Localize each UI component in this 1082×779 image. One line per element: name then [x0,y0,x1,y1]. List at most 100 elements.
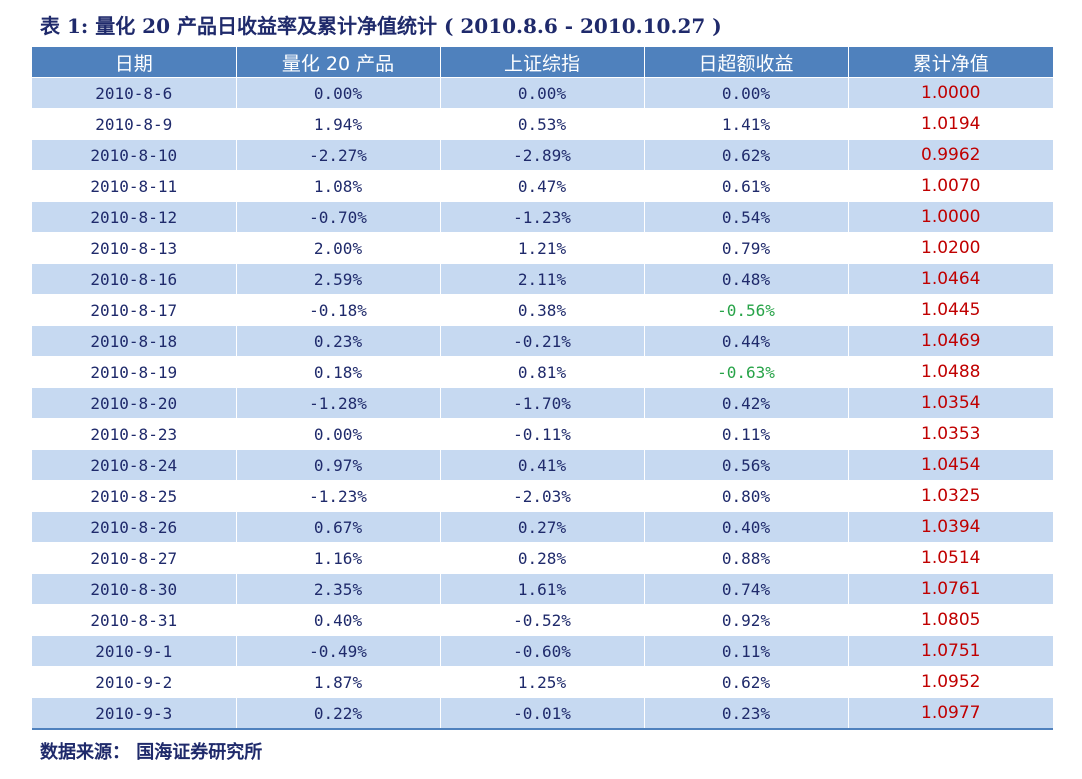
table-row: 2010-8-16 2.59% 2.11% 0.48% 1.0464 [32,263,1053,295]
cell-product-return: 2.59% [236,263,441,295]
cell-excess-return: 0.88% [644,542,849,574]
cell-product-return: 2.00% [236,232,441,264]
table-row: 2010-8-26 0.67% 0.27% 0.40% 1.0394 [32,511,1053,543]
cell-date: 2010-8-16 [32,263,237,295]
cell-product-return: 0.18% [236,356,441,388]
cell-index-return: -0.52% [440,604,645,636]
cell-product-return: -2.27% [236,139,441,171]
cell-product-return: -0.49% [236,635,441,667]
cell-product-return: 0.22% [236,697,441,729]
cell-excess-return: 0.44% [644,325,849,357]
cell-index-return: 0.00% [440,77,645,109]
cell-excess-return: 0.11% [644,635,849,667]
cell-date: 2010-9-2 [32,666,237,698]
cell-index-return: -0.21% [440,325,645,357]
cell-index-return: 1.25% [440,666,645,698]
cell-excess-return: 0.61% [644,170,849,202]
cell-index-return: 0.53% [440,108,645,140]
cell-product-return: 0.40% [236,604,441,636]
column-header-cumulative-nav: 累计净值 [848,47,1053,78]
cell-index-return: 1.21% [440,232,645,264]
cell-cumulative-nav: 1.0952 [848,666,1053,698]
cell-index-return: 0.81% [440,356,645,388]
cell-date: 2010-8-19 [32,356,237,388]
cell-product-return: 1.94% [236,108,441,140]
cell-cumulative-nav: 1.0325 [848,480,1053,512]
cell-date: 2010-8-11 [32,170,237,202]
table-row: 2010-8-10 -2.27% -2.89% 0.62% 0.9962 [32,139,1053,171]
cell-excess-return: -0.56% [644,294,849,326]
cell-excess-return: 0.92% [644,604,849,636]
cell-index-return: -1.23% [440,201,645,233]
cell-cumulative-nav: 1.0000 [848,77,1053,109]
cell-cumulative-nav: 1.0977 [848,697,1053,729]
table-row: 2010-8-19 0.18% 0.81% -0.63% 1.0488 [32,356,1053,388]
table-row: 2010-9-2 1.87% 1.25% 0.62% 1.0952 [32,666,1053,698]
cell-date: 2010-8-17 [32,294,237,326]
cell-date: 2010-8-20 [32,387,237,419]
cell-excess-return: 0.00% [644,77,849,109]
cell-date: 2010-8-27 [32,542,237,574]
table-row: 2010-8-27 1.16% 0.28% 0.88% 1.0514 [32,542,1053,574]
cell-cumulative-nav: 1.0454 [848,449,1053,481]
cell-product-return: 0.23% [236,325,441,357]
table-row: 2010-8-30 2.35% 1.61% 0.74% 1.0761 [32,573,1053,605]
cell-cumulative-nav: 1.0805 [848,604,1053,636]
cell-index-return: -0.11% [440,418,645,450]
cell-index-return: 2.11% [440,263,645,295]
cell-index-return: 0.27% [440,511,645,543]
cell-cumulative-nav: 1.0394 [848,511,1053,543]
table-row: 2010-8-18 0.23% -0.21% 0.44% 1.0469 [32,325,1053,357]
cell-cumulative-nav: 1.0464 [848,263,1053,295]
table-row: 2010-8-24 0.97% 0.41% 0.56% 1.0454 [32,449,1053,481]
cell-cumulative-nav: 1.0445 [848,294,1053,326]
data-source-note: 数据来源： 国海证券研究所 [40,742,263,763]
table-row: 2010-8-9 1.94% 0.53% 1.41% 1.0194 [32,108,1053,140]
table-row: 2010-8-23 0.00% -0.11% 0.11% 1.0353 [32,418,1053,450]
cell-index-return: 0.38% [440,294,645,326]
cell-date: 2010-8-30 [32,573,237,605]
column-header-excess-return: 日超额收益 [644,47,849,78]
cell-date: 2010-8-13 [32,232,237,264]
cell-product-return: 1.16% [236,542,441,574]
cell-index-return: -0.60% [440,635,645,667]
table-title: 表 1: 量化 20 产品日收益率及累计净值统计 ( 2010.8.6 - 20… [40,14,722,38]
column-header-index-return: 上证综指 [440,47,645,78]
cell-cumulative-nav: 1.0000 [848,201,1053,233]
table-row: 2010-8-25 -1.23% -2.03% 0.80% 1.0325 [32,480,1053,512]
cell-cumulative-nav: 1.0070 [848,170,1053,202]
returns-table-container: 日期 量化 20 产品 上证综指 日超额收益 累计净值 2010-8-6 0.00… [32,47,1053,730]
cell-excess-return: 0.80% [644,480,849,512]
cell-index-return: 0.28% [440,542,645,574]
cell-product-return: 1.87% [236,666,441,698]
cell-date: 2010-8-23 [32,418,237,450]
column-header-date: 日期 [32,47,237,78]
cell-product-return: 0.97% [236,449,441,481]
cell-cumulative-nav: 0.9962 [848,139,1053,171]
returns-table: 日期 量化 20 产品 上证综指 日超额收益 累计净值 2010-8-6 0.00… [32,47,1053,730]
cell-cumulative-nav: 1.0751 [848,635,1053,667]
cell-product-return: -1.28% [236,387,441,419]
table-row: 2010-8-11 1.08% 0.47% 0.61% 1.0070 [32,170,1053,202]
cell-cumulative-nav: 1.0469 [848,325,1053,357]
cell-excess-return: 0.74% [644,573,849,605]
cell-excess-return: 0.23% [644,697,849,729]
cell-date: 2010-9-3 [32,697,237,729]
table-row: 2010-8-13 2.00% 1.21% 0.79% 1.0200 [32,232,1053,264]
cell-excess-return: 0.40% [644,511,849,543]
table-row: 2010-8-6 0.00% 0.00% 0.00% 1.0000 [32,77,1053,109]
cell-date: 2010-8-25 [32,480,237,512]
cell-excess-return: 0.79% [644,232,849,264]
table-row: 2010-9-1 -0.49% -0.60% 0.11% 1.0751 [32,635,1053,667]
cell-excess-return: 0.11% [644,418,849,450]
cell-cumulative-nav: 1.0194 [848,108,1053,140]
cell-cumulative-nav: 1.0200 [848,232,1053,264]
cell-product-return: 0.00% [236,77,441,109]
cell-product-return: -0.70% [236,201,441,233]
cell-product-return: -0.18% [236,294,441,326]
cell-date: 2010-8-10 [32,139,237,171]
cell-index-return: 0.41% [440,449,645,481]
cell-date: 2010-8-26 [32,511,237,543]
cell-date: 2010-8-24 [32,449,237,481]
cell-excess-return: -0.63% [644,356,849,388]
